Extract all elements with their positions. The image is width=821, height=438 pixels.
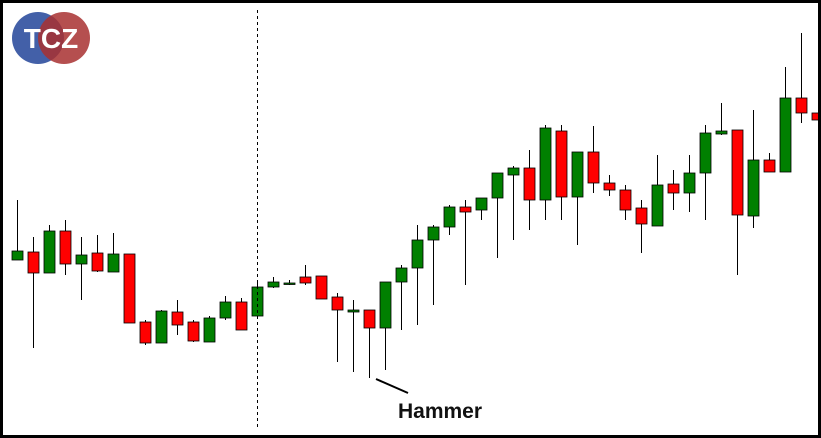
candle-body (203, 317, 216, 343)
candle-body (299, 276, 312, 284)
logo-circle (38, 12, 90, 64)
logo-text: TCZ (24, 23, 78, 54)
candle-body (635, 207, 648, 225)
candle-body (139, 321, 152, 344)
candle-body (331, 296, 344, 311)
candle-body (443, 206, 456, 228)
candle-body (715, 130, 728, 135)
candles (11, 33, 818, 378)
candle-body (747, 159, 760, 217)
candle-body (507, 167, 520, 176)
candle-body (347, 309, 360, 313)
candle-body (123, 253, 136, 324)
candle-body (491, 172, 504, 199)
annotation: Hammer (398, 400, 482, 423)
candle-body (779, 97, 792, 173)
candle-body (155, 310, 168, 344)
candle-body (811, 112, 818, 121)
candle-body (283, 282, 296, 285)
candle-body (235, 301, 248, 331)
candle-body (667, 183, 680, 194)
candle-body (27, 251, 40, 274)
candle-body (427, 226, 440, 241)
candle-body (379, 281, 392, 329)
candle-body (43, 230, 56, 274)
candle-body (91, 252, 104, 272)
candle-body (219, 301, 232, 319)
candle-body (395, 267, 408, 283)
candle-body (699, 132, 712, 174)
candle-body (267, 281, 280, 288)
candle-body (363, 309, 376, 329)
candle-body (683, 172, 696, 194)
candle-body (763, 159, 776, 173)
candle-body (555, 130, 568, 198)
logo: TCZ (12, 12, 90, 64)
candle-body (171, 311, 184, 326)
candle-body (795, 97, 808, 114)
candle-body (731, 129, 744, 216)
candle-body (187, 321, 200, 342)
candle-body (539, 127, 552, 201)
candle-body (459, 206, 472, 213)
candle-body (523, 167, 536, 201)
candle-body (571, 151, 584, 198)
annotation-arrow (375, 378, 409, 394)
candle-body (107, 253, 120, 273)
candle-body (11, 250, 24, 261)
candle-body (651, 184, 664, 227)
candle-body (587, 151, 600, 184)
candle-body (59, 230, 72, 265)
candle-body (315, 275, 328, 300)
candle-body (411, 239, 424, 269)
candle-body (75, 254, 88, 265)
candle-body (619, 189, 632, 211)
candle-body (603, 182, 616, 191)
candle-body (475, 197, 488, 211)
